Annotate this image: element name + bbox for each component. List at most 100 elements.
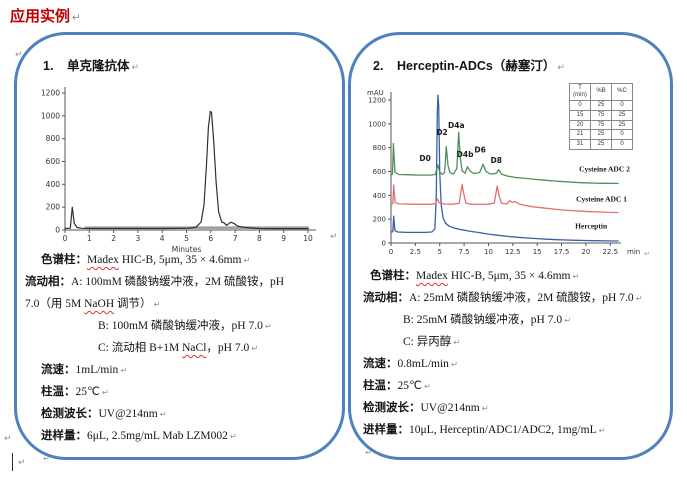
spec-value: 0.8mL/min <box>397 358 449 370</box>
page-title-text: 应用实例 <box>10 8 71 25</box>
chromatogram-monoclonal-antibody: 0 200 400 600 800 1000 1200 0 1 2 3 4 5 6 7 8 9 10 Minutes <box>41 87 316 254</box>
panel1-heading: 1. 单克隆抗体 ↵ <box>43 55 139 74</box>
spec-value: B: 25mM 磷酸钠缓冲液，pH 7.0 <box>403 314 563 326</box>
peak-label-d0: D0 <box>419 154 430 163</box>
paragraph-mark: ↵ <box>229 431 237 441</box>
paragraph-mark: ↵ <box>635 293 643 303</box>
spec-label: 柱温： <box>363 380 398 392</box>
spec-value: 1mL/min <box>75 364 119 376</box>
gradient-table-header: %B <box>590 83 612 101</box>
x-tick-label: 8 <box>257 234 262 243</box>
spec-value: A: 100mM 磷酸钠缓冲液，2M 硫酸铵，pH <box>71 276 285 288</box>
y-tick-label: 400 <box>373 192 386 200</box>
x-tick-label: 22.5 <box>602 248 618 256</box>
gradient-table-cell: 25 <box>611 109 633 121</box>
y-tick-label: 200 <box>373 216 386 224</box>
spec-line: 流动相：A: 25mM 磷酸钠缓冲液，2M 硫酸铵，pH 7.0 ↵ <box>363 287 673 309</box>
paragraph-mark: ↵ <box>153 299 161 309</box>
gradient-table-cell: 0 <box>569 99 591 111</box>
spec-line: 色谱柱：Madex HIC-B, 5μm, 35 × 4.6mm ↵ <box>25 249 343 271</box>
spec-label: 流动相： <box>25 276 71 288</box>
x-tick-label: 2 <box>111 234 116 243</box>
x-tick-label: 0 <box>389 248 393 256</box>
y-tick-label: 400 <box>46 180 61 189</box>
spec-label: 流动相： <box>363 292 409 304</box>
y-tick-label: 0 <box>55 226 60 235</box>
peak-label-d8: D8 <box>491 156 502 165</box>
paragraph-mark: ↵ <box>101 387 109 397</box>
x-tick-label: 4 <box>160 234 165 243</box>
paragraph-mark: ↵ <box>243 255 251 265</box>
spec-value: HIC-B, 5μm, 35 × 4.6mm <box>447 270 571 282</box>
paragraph-mark: ↵ <box>18 458 26 468</box>
spec-value: 6μL, 2.5mg/mL Mab LZM002 <box>87 430 228 442</box>
spec-value: 25℃ <box>397 380 422 392</box>
spec-line: 7.0（用 5M NaOH 调节） ↵ <box>25 293 343 315</box>
x-tick-label: 15 <box>533 248 542 256</box>
spec-line: ↵ <box>363 441 673 463</box>
gradient-table-cell: 15 <box>569 109 591 121</box>
paragraph-mark: ↵ <box>264 321 272 331</box>
spec-value: A: 25mM 磷酸钠缓冲液，2M 硫酸铵，pH 7.0 <box>409 292 634 304</box>
spec-line: 柱温：25℃ ↵ <box>363 375 673 397</box>
paragraph-mark: ↵ <box>423 381 431 391</box>
peak-label-d4b: D4b <box>457 150 474 159</box>
gradient-table-row: 31 25 0 <box>569 139 633 151</box>
spec-label: 柱温： <box>41 386 76 398</box>
spec-line: C: 异丙醇 ↵ <box>363 331 673 353</box>
spec-label: 检测波长： <box>41 408 99 420</box>
peak-label-d2: D2 <box>436 128 447 137</box>
gradient-table-cell: 20 <box>569 119 591 131</box>
spec-value: 7.0（用 5M <box>25 298 85 310</box>
text-cursor <box>12 453 13 471</box>
gradient-table-cell: 75 <box>590 109 612 121</box>
paragraph-mark: ↵ <box>598 425 606 435</box>
spec-value: NaOH <box>84 298 115 310</box>
y-tick-label: 800 <box>373 144 386 152</box>
gradient-table-row: 0 25 0 <box>569 99 633 111</box>
panel1-method-specs: 色谱柱：Madex HIC-B, 5μm, 35 × 4.6mm ↵ 流动相：A: … <box>25 249 343 469</box>
paragraph-mark: ↵ <box>159 409 167 419</box>
x-tick-label: 5 <box>184 234 189 243</box>
y-tick-label: 1200 <box>41 89 60 98</box>
x-tick-label: 3 <box>136 234 141 243</box>
peak-label-d4a: D4a <box>448 121 465 130</box>
gradient-table-header: T (min) <box>569 83 591 101</box>
gradient-table-cell: 25 <box>611 119 633 131</box>
spec-line: C: 流动相 B+1M NaCl，pH 7.0 ↵ <box>25 337 343 359</box>
x-axis-unit-label: Minutes <box>172 245 202 254</box>
spec-line: B: 100mM 磷酸钠缓冲液，pH 7.0 ↵ <box>25 315 343 337</box>
trace-herceptin <box>390 94 619 242</box>
spec-line: B: 25mM 磷酸钠缓冲液，pH 7.0 ↵ <box>363 309 673 331</box>
spec-label: 色谱柱： <box>41 254 87 266</box>
spec-line: 色谱柱：Madex HIC-B, 5μm, 35 × 4.6mm ↵ <box>363 265 673 287</box>
x-tick-label: 7.5 <box>459 248 470 256</box>
panel2-heading-text: Herceptin-ADCs（赫塞汀） <box>397 59 556 73</box>
spec-value: C: 异丙醇 <box>403 336 452 348</box>
spec-label: 流速： <box>41 364 76 376</box>
paragraph-mark: ↵ <box>450 359 458 369</box>
peak-label-d6: D6 <box>474 145 485 154</box>
x-tick-label: 7 <box>233 234 238 243</box>
paragraph-mark: ↵ <box>453 337 461 347</box>
y-tick-label: 1200 <box>368 97 386 105</box>
gradient-table-row: 15 75 25 <box>569 109 633 121</box>
gradient-table-header: %C <box>611 83 633 101</box>
x-tick-label: 10 <box>484 248 493 256</box>
trace-label: Cysteine ADC 1 <box>576 194 627 203</box>
trace-label: Cysteine ADC 2 <box>579 165 630 174</box>
gradient-table-cell: 25 <box>590 129 612 141</box>
paragraph-mark: ↵ <box>43 453 50 463</box>
gradient-table-cell: 0 <box>611 99 633 111</box>
gradient-table-cell: 0 <box>611 139 633 151</box>
spec-value: ，pH 7.0 <box>206 342 250 354</box>
gradient-table-cell: 31 <box>569 139 591 151</box>
spec-value: 10μL, Herceptin/ADC1/ADC2, 1mg/mL <box>409 424 597 436</box>
spec-value: UV@214nm <box>98 408 158 420</box>
paragraph-mark: ↵ <box>251 343 259 353</box>
paragraph-mark: ↵ <box>481 403 489 413</box>
spec-value: HIC-B, 5μm, 35 × 4.6mm <box>118 254 242 266</box>
paragraph-mark: ↵ <box>120 365 128 375</box>
